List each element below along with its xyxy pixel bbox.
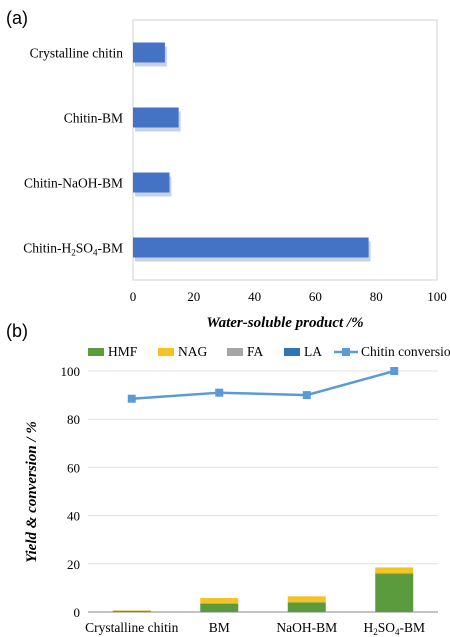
panel-b-y-axis-title: Yield & conversion / %: [24, 421, 40, 563]
legend-swatch: [158, 348, 174, 356]
category-label: Chitin-H2SO4-BM: [23, 241, 123, 258]
bar: [133, 107, 179, 128]
bar-segment-nag: [375, 567, 414, 574]
y-tick-label: 80: [67, 412, 80, 427]
category-label: BM: [209, 620, 230, 635]
conversion-point: [127, 394, 136, 403]
x-tick-label: 60: [309, 289, 322, 304]
y-tick-label: 40: [67, 509, 80, 524]
category-label: Crystalline chitin: [30, 46, 124, 61]
conversion-point: [215, 388, 224, 397]
y-tick-label: 60: [67, 460, 80, 475]
x-tick-label: 40: [248, 289, 261, 304]
category-label: H2SO4-BM: [363, 620, 425, 637]
legend-label: HMF: [108, 344, 138, 359]
legend-marker: [342, 348, 350, 356]
conversion-line: [131, 369, 395, 400]
bar-segment-hmf: [112, 610, 151, 612]
legend-swatch: [284, 348, 300, 356]
y-tick-label: 20: [67, 557, 80, 572]
bar: [133, 172, 170, 193]
bar: [133, 237, 369, 258]
legend-label: LA: [304, 344, 322, 359]
category-label: Chitin-NaOH-BM: [24, 176, 123, 191]
bar-segment-nag: [200, 598, 239, 604]
y-tick-label: 0: [74, 605, 81, 620]
legend-label: NAG: [178, 344, 207, 359]
panel-a-label: (a): [6, 8, 28, 28]
panel-b-label: (b): [6, 321, 28, 341]
bar-segment-hmf: [375, 573, 414, 612]
category-label: Chitin-BM: [64, 111, 123, 126]
category-label: NaOH-BM: [276, 620, 337, 635]
legend-swatch: [88, 348, 104, 356]
y-tick-label: 100: [61, 364, 81, 379]
bar-segment-hmf: [287, 602, 326, 612]
bar: [133, 42, 165, 63]
bar-segment-hmf: [200, 603, 239, 612]
category-label: Crystalline chitin: [85, 620, 179, 635]
bar-segment-nag: [287, 596, 326, 603]
legend-swatch: [227, 348, 243, 356]
panel-a-x-axis-title: Water-soluble product /%: [206, 315, 363, 331]
x-tick-label: 80: [370, 289, 383, 304]
x-tick-label: 0: [130, 289, 137, 304]
x-tick-label: 20: [187, 289, 200, 304]
x-tick-label: 100: [427, 289, 447, 304]
conversion-point: [302, 391, 311, 400]
panel-a-plot-frame: [132, 19, 438, 281]
conversion-point: [390, 367, 399, 375]
legend-label: FA: [247, 344, 264, 359]
legend-label: Chitin conversion: [361, 344, 450, 359]
